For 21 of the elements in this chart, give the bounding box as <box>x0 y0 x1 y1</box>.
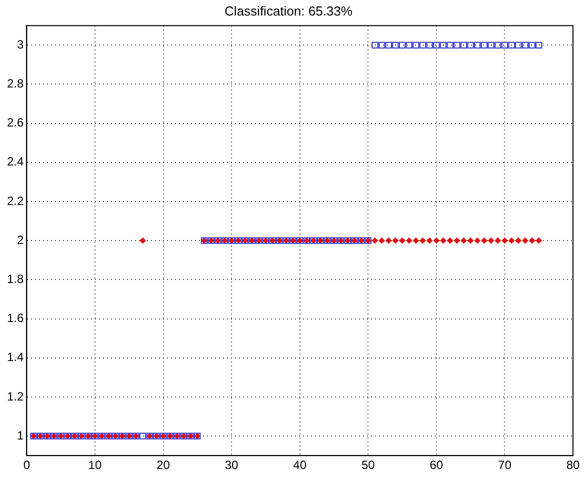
y-tick-label: 1.2 <box>6 389 24 404</box>
x-tick-label: 60 <box>430 458 444 472</box>
y-tick-label: 1.4 <box>6 350 24 364</box>
x-tick-label: 30 <box>224 458 239 472</box>
y-tick-label: 2.6 <box>6 116 24 130</box>
x-tick-label: 20 <box>156 458 170 472</box>
y-tick-label: 2 <box>16 232 24 247</box>
x-tick-label: 0 <box>23 458 30 472</box>
y-tick-label: 2.4 <box>6 154 24 169</box>
y-tick-label: 1 <box>16 428 24 442</box>
x-tick-label: 40 <box>293 458 307 472</box>
x-tick-label: 10 <box>88 458 102 472</box>
y-tick-label: 3 <box>16 37 24 52</box>
chart-title: Classification: 65.33% <box>224 3 353 18</box>
x-tick-label: 50 <box>361 458 376 472</box>
y-tick-label: 2.8 <box>6 76 24 91</box>
y-tick-label: 2.2 <box>6 194 24 208</box>
x-tick-label: 80 <box>566 458 580 472</box>
x-tick-label: 70 <box>498 458 512 472</box>
y-tick-label: 1.8 <box>6 272 24 286</box>
y-tick-label: 1.6 <box>6 311 24 326</box>
